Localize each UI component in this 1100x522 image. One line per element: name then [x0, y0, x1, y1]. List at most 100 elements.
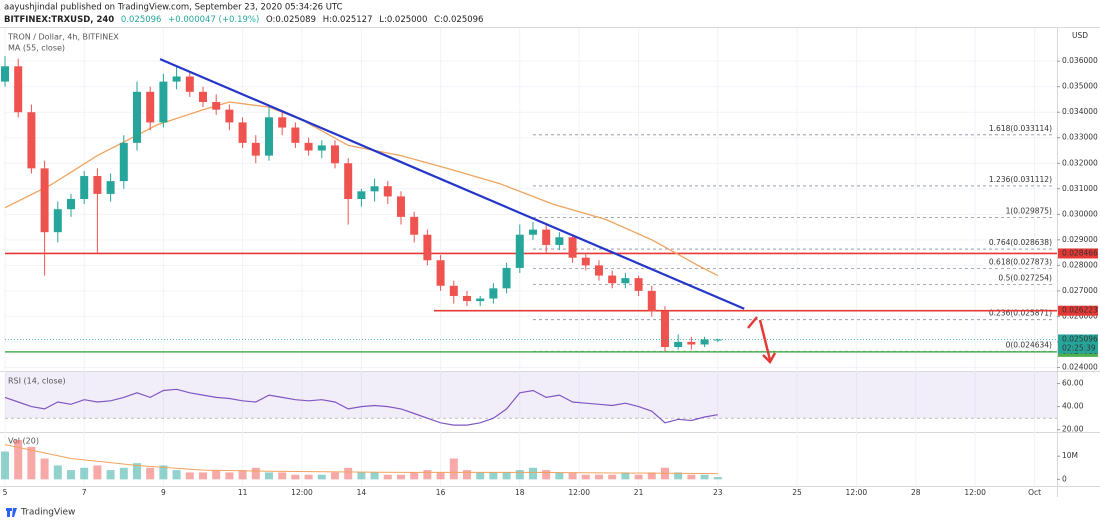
volume-bar	[80, 467, 89, 480]
x-tick-label: 18	[515, 488, 525, 497]
candle-body	[621, 278, 630, 284]
x-tick-label: 16	[436, 488, 446, 497]
x-tick-label: 23	[713, 488, 723, 497]
x-tick-label: 12:00	[846, 488, 868, 497]
volume-bar	[383, 474, 392, 480]
level-tag	[1058, 248, 1098, 259]
volume-bar	[132, 463, 141, 480]
y-tick-label: 0	[1062, 474, 1067, 483]
rsi-band	[5, 372, 1057, 419]
y-tick-label: 0.036000	[1062, 56, 1098, 65]
candle-body	[251, 142, 260, 156]
pane-border	[0, 27, 1100, 28]
volume-bar	[53, 465, 62, 480]
panes	[0, 27, 1100, 497]
x-tick-label: Oct	[1028, 488, 1041, 497]
volume-bar	[304, 474, 313, 480]
countdown-label: 02:25:39	[1062, 343, 1096, 352]
quote-open: O:0.025089	[266, 15, 316, 25]
axis-border	[1057, 27, 1058, 497]
candle-body	[80, 176, 89, 199]
last-price-tag	[1058, 334, 1098, 354]
footer-brand: TradingView	[20, 508, 75, 518]
volume-bar	[568, 472, 577, 480]
candle-body	[423, 234, 432, 261]
volume-ma	[4, 444, 718, 475]
candle-body	[264, 117, 273, 156]
volume-bar	[291, 474, 300, 480]
candle-body	[185, 76, 194, 92]
candle-body	[687, 341, 696, 345]
volume-bar	[344, 467, 353, 480]
candle-body	[568, 237, 577, 258]
volume-bar	[251, 467, 260, 480]
candle-body	[198, 91, 207, 103]
candle-body	[713, 339, 722, 341]
candle-body	[436, 260, 445, 286]
quote-high: H:0.025127	[323, 15, 373, 25]
x-tick-label: 11	[238, 488, 248, 497]
candle-body	[93, 176, 102, 194]
volume-bar	[198, 472, 207, 480]
x-tick-label: 12:00	[964, 488, 986, 497]
candle-body	[304, 142, 313, 151]
candle-body	[502, 267, 511, 289]
volume-bar	[436, 472, 445, 480]
quote-change: +0.000047 (+0.19%)	[168, 15, 259, 25]
volume-bar	[317, 474, 326, 480]
volume-bar	[370, 472, 379, 480]
candle-body	[40, 168, 49, 233]
volume-bar	[172, 470, 181, 480]
candle-body	[278, 117, 287, 128]
x-tick-label: 9	[161, 488, 166, 497]
candle-body	[357, 191, 366, 199]
volume-bar	[330, 472, 339, 480]
candle-body	[700, 339, 709, 345]
candle-body	[132, 91, 141, 143]
volume-bar	[27, 446, 36, 480]
volume-bar	[357, 472, 366, 480]
trendline	[159, 58, 745, 310]
x-tick-label: 5	[3, 488, 8, 497]
candle-body	[555, 237, 564, 245]
rsi-line	[4, 388, 718, 426]
candle-body	[159, 81, 168, 123]
plot-layer: 5 7 9 11 12:00 14 16 18 12:00 21 23 25 12:00 28 12:00 O…	[1, 28, 1098, 497]
candle-body	[383, 186, 392, 197]
volume-bar	[687, 474, 696, 480]
level-label: 0.028466	[1062, 248, 1098, 257]
volume-bar	[14, 439, 23, 480]
volume-bar	[396, 474, 405, 480]
volume-bar	[647, 472, 656, 480]
volume-bar	[462, 470, 471, 480]
volume-bar	[700, 474, 709, 480]
fib-label: 0.618(0.027873)	[989, 258, 1052, 267]
volume-bar	[93, 465, 102, 480]
y-tick-label: 10M	[1062, 451, 1078, 460]
fib-label: 0.764(0.028638)	[989, 238, 1052, 247]
candle-body	[330, 145, 339, 164]
candle-body	[66, 199, 75, 210]
y-tick-label: 0.024000	[1062, 362, 1098, 371]
volume-bar	[185, 472, 194, 480]
y-tick-label: 0.032000	[1062, 158, 1098, 167]
pane-border	[0, 486, 1100, 487]
x-tick-label: 7	[82, 488, 87, 497]
y-tick-label: 0.031000	[1062, 184, 1098, 193]
candle-body	[608, 275, 617, 284]
candle-body	[119, 142, 128, 182]
volume-bar	[212, 470, 221, 480]
y-tick-label: 0.028000	[1062, 260, 1098, 269]
y-tick-label: 0.034000	[1062, 107, 1098, 116]
volume-bar	[66, 470, 75, 480]
x-tick-label: 25	[792, 488, 802, 497]
volume-bar	[449, 458, 458, 480]
volume-bar	[581, 474, 590, 480]
volume-bar	[476, 472, 485, 480]
candle-body	[27, 112, 36, 169]
volume-bar	[264, 472, 273, 480]
candle-body	[14, 66, 23, 113]
quote-line: BITFINEX:TRXUSD, 240 0.025096 +0.000047 …	[4, 15, 483, 25]
symbol: BITFINEX:TRXUSD, 240	[4, 15, 114, 25]
